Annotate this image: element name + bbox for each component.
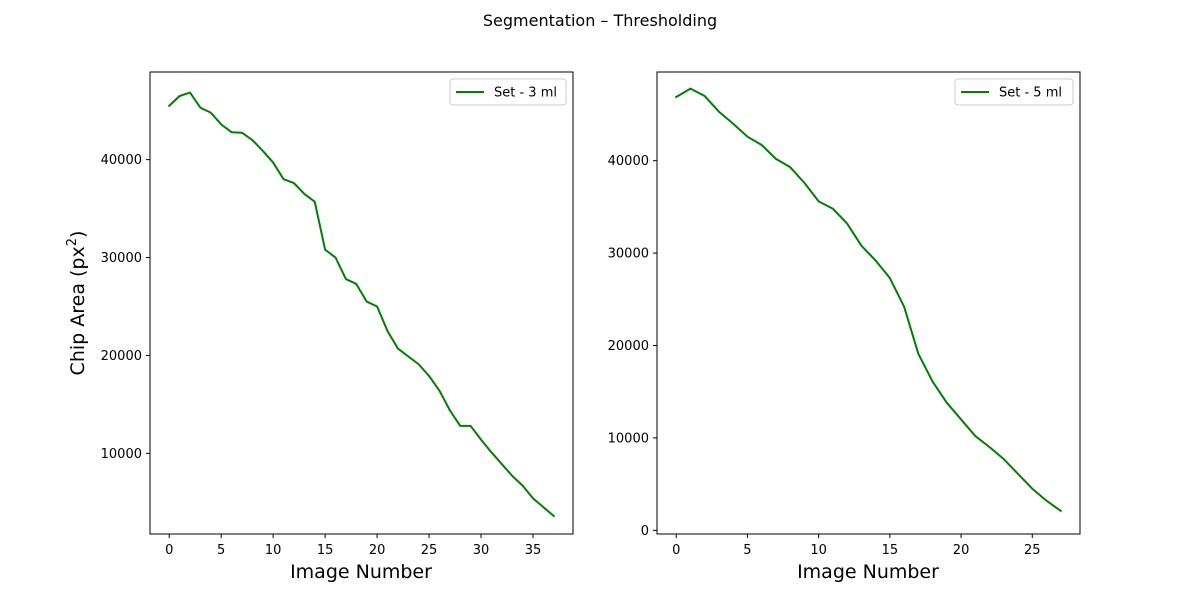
left-x-tick-label: 35	[525, 543, 542, 558]
right-y-tick-label: 0	[641, 524, 649, 539]
right-legend-box	[954, 78, 1074, 106]
left-y-tick-label: 30000	[101, 251, 142, 266]
left-y-tick-label: 10000	[101, 447, 142, 462]
y-axis-label-main: Chip Area (px	[67, 246, 89, 375]
left-x-tick-label: 30	[473, 543, 490, 558]
y-axis-label-end: )	[67, 231, 89, 238]
right-y-tick-label: 10000	[608, 431, 649, 446]
left-y-tick-label: 40000	[101, 153, 142, 168]
left-x-tick-label: 5	[217, 543, 225, 558]
left-x-tick-label: 10	[265, 543, 282, 558]
right-x-tick-label: 15	[882, 543, 899, 558]
right-legend-label: Set - 5 ml	[999, 86, 1062, 101]
left-x-tick-label: 0	[165, 543, 173, 558]
left-x-tick-label: 15	[317, 543, 334, 558]
left-series-line-0	[167, 91, 556, 518]
right-axes-frame	[656, 71, 1081, 535]
left-y-tick-label: 20000	[101, 349, 142, 364]
right-legend: Set - 5 ml	[954, 78, 1074, 106]
right-x-tick-label: 20	[953, 543, 970, 558]
left-x-axis-label: Image Number	[290, 561, 432, 583]
right-chart-panel: Image Number 0 5 10 15 20 25 0 10000 20000 30000 4…	[608, 71, 1081, 583]
right-y-tick-label: 20000	[608, 339, 649, 354]
right-x-tick-label: 5	[743, 543, 751, 558]
right-x-tick-label: 10	[810, 543, 827, 558]
right-y-tick-label: 30000	[608, 247, 649, 262]
figure-suptitle: Segmentation – Thresholding	[483, 11, 717, 30]
left-legend: Set - 3 ml	[449, 78, 567, 106]
left-legend-box	[449, 78, 567, 106]
left-x-tick-label: 25	[421, 543, 438, 558]
left-axes-frame	[149, 71, 574, 535]
right-x-tick-label: 0	[672, 543, 680, 558]
right-x-axis-label: Image Number	[797, 561, 939, 583]
y-axis-label-superscript: 2	[65, 238, 80, 246]
right-series-line-0	[674, 87, 1063, 513]
left-x-tick-label: 20	[369, 543, 386, 558]
right-y-tick-label: 40000	[608, 154, 649, 169]
left-legend-label: Set - 3 ml	[494, 86, 557, 101]
left-chart-panel: Image Number Chip Area (px2) 0 5 10 15 20 25 3…	[65, 71, 574, 583]
right-x-tick-label: 25	[1024, 543, 1041, 558]
left-y-axis-label: Chip Area (px2)	[65, 231, 89, 376]
